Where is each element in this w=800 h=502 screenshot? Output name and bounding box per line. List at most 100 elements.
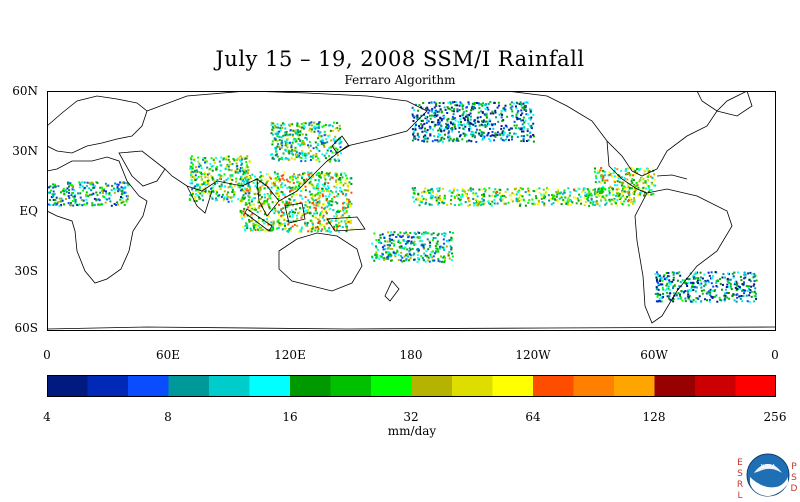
rain-pixel xyxy=(286,137,289,140)
rain-pixel xyxy=(261,202,264,205)
rain-pixel xyxy=(281,201,284,204)
rain-pixel xyxy=(270,224,273,227)
rain-pixel xyxy=(233,193,236,196)
rain-pixel xyxy=(295,188,298,191)
rain-pixel xyxy=(661,286,664,289)
rain-pixel xyxy=(96,181,99,184)
rain-pixel xyxy=(555,199,558,202)
rain-pixel xyxy=(247,182,250,185)
rain-pixel xyxy=(239,178,242,181)
colorbar-swatch xyxy=(290,375,331,397)
rain-pixel xyxy=(216,191,219,194)
rain-pixel xyxy=(527,139,530,142)
rain-pixel xyxy=(375,245,377,248)
rain-pixel xyxy=(270,123,273,126)
rain-pixel xyxy=(210,175,213,178)
rain-pixel xyxy=(226,195,229,198)
rain-pixel xyxy=(281,126,284,129)
rain-pixel xyxy=(483,135,486,138)
rain-pixel xyxy=(736,288,739,291)
rain-pixel xyxy=(640,190,643,193)
rain-pixel xyxy=(312,225,315,228)
rain-pixel xyxy=(452,113,455,116)
rain-pixel xyxy=(456,189,459,192)
rain-pixel xyxy=(258,191,261,194)
rain-pixel xyxy=(742,289,745,292)
rain-pixel xyxy=(346,206,349,209)
rain-pixel xyxy=(411,247,414,250)
rain-pixel xyxy=(724,297,726,300)
rain-pixel xyxy=(529,125,532,127)
rain-pixel xyxy=(290,229,293,232)
rain-pixel xyxy=(325,222,328,225)
rain-pixel xyxy=(501,132,504,135)
rain-pixel xyxy=(445,122,447,125)
rain-pixel xyxy=(267,215,270,218)
rain-pixel xyxy=(204,190,207,193)
rain-pixel xyxy=(734,281,736,284)
rain-pixel xyxy=(227,158,230,161)
rain-pixel xyxy=(382,248,385,251)
rain-pixel xyxy=(126,198,129,201)
rain-pixel xyxy=(388,252,391,254)
rain-pixel xyxy=(58,197,61,200)
rain-pixel xyxy=(202,158,205,161)
rain-pixel xyxy=(259,171,262,174)
rain-pixel xyxy=(571,201,574,204)
rain-pixel xyxy=(657,284,660,287)
rain-pixel xyxy=(718,296,721,299)
rain-pixel xyxy=(646,175,649,178)
rain-pixel xyxy=(280,147,283,149)
rain-pixel xyxy=(325,212,328,215)
rain-pixel xyxy=(463,134,466,137)
rain-pixel xyxy=(383,244,386,247)
rain-pixel xyxy=(189,167,191,170)
rain-pixel xyxy=(687,297,690,300)
rain-pixel xyxy=(299,140,302,142)
rain-pixel xyxy=(220,156,223,159)
rain-pixel xyxy=(753,272,756,275)
rain-pixel xyxy=(274,184,277,187)
rain-pixel xyxy=(219,175,222,178)
rain-pixel xyxy=(708,300,711,303)
rain-pixel xyxy=(497,120,500,123)
rain-pixel xyxy=(450,202,452,205)
rain-pixel xyxy=(488,194,491,197)
rain-pixel xyxy=(658,299,661,302)
rain-pixel xyxy=(311,222,314,225)
rain-pixel xyxy=(49,204,52,206)
rain-pixel xyxy=(282,207,285,210)
rain-pixel xyxy=(295,214,298,217)
rain-pixel xyxy=(488,202,490,205)
rain-pixel xyxy=(324,123,327,126)
rain-pixel xyxy=(113,187,115,190)
rain-pixel xyxy=(690,287,693,290)
rain-pixel xyxy=(514,188,516,191)
colorbar-swatch xyxy=(735,375,776,397)
rain-pixel xyxy=(329,220,332,223)
rain-pixel xyxy=(319,191,322,194)
rain-pixel xyxy=(253,206,256,209)
rain-pixel xyxy=(631,167,634,170)
rain-pixel xyxy=(668,279,671,282)
coastline-north-america xyxy=(506,91,748,177)
rain-pixel xyxy=(212,190,215,193)
rain-pixel xyxy=(617,187,620,190)
rain-pixel xyxy=(314,209,317,212)
rain-pixel xyxy=(481,188,484,191)
colorbar-swatch xyxy=(573,375,615,397)
rain-pixel xyxy=(611,190,614,193)
rain-pixel xyxy=(429,134,432,137)
rain-pixel xyxy=(332,139,335,142)
rain-pixel xyxy=(233,159,236,162)
rain-pixel xyxy=(557,190,560,193)
rain-pixel xyxy=(636,171,639,174)
rain-pixel xyxy=(284,203,287,206)
rain-pixel xyxy=(79,196,82,199)
rain-pixel xyxy=(422,244,425,247)
rain-pixel xyxy=(281,158,284,161)
rain-pixel xyxy=(476,102,478,104)
rain-pixel xyxy=(237,183,240,186)
rain-pixel xyxy=(458,135,461,138)
